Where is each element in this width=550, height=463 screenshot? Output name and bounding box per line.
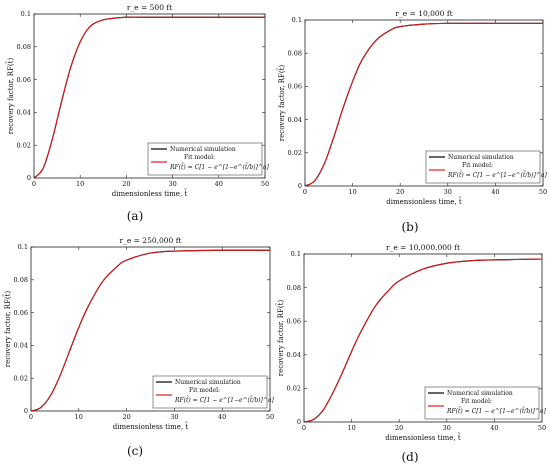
x-axis-label: dimensionless time, t̃ [112, 187, 188, 198]
legend-entry-fit-model: Fit model: [461, 398, 492, 405]
y-tick-label: 0.02 [288, 149, 302, 157]
legend-entry-numerical-simulation: Numerical simulation [175, 379, 241, 386]
y-axis-label: recovery factor, RF(t̃) [1, 291, 12, 368]
y-tick-label: 0.08 [287, 284, 301, 292]
x-tick-label: 0 [302, 424, 306, 432]
panel-label: (b) [401, 220, 418, 234]
y-tick-label: 0.08 [14, 276, 28, 284]
series-line-fit-model [304, 22, 543, 187]
legend-entry-fit-formula: RF(t̃) = C[1 − e^[1−e^(t̃/b)]^a] [447, 172, 547, 179]
x-tick-label: 40 [218, 413, 226, 421]
chart-panel-3: 0 10 20 30 40 50 0 0.02 0.04 0.06 0.08 0.1 r_e = 250… [1, 236, 274, 431]
y-tick-label: 0 [27, 174, 31, 182]
x-tick-label: 30 [443, 424, 451, 432]
chart-title: r_e = 250,000 ft [119, 236, 181, 245]
x-tick-label: 0 [32, 180, 36, 188]
x-tick-label: 20 [396, 188, 404, 196]
x-tick-label: 0 [303, 188, 307, 196]
legend-box [425, 150, 541, 184]
y-tick-label: 0.06 [287, 317, 301, 325]
x-tick-label: 50 [538, 424, 546, 432]
legend-entry-fit-model: Fit model: [189, 387, 220, 394]
y-tick-label: 0.04 [288, 116, 302, 124]
chart-title: r_e = 10,000,000 ft [386, 243, 460, 252]
legend-entry-fit-formula: RF(t̃) = C[1 − e^[1−e^(t̃/b)]^a] [174, 397, 274, 404]
legend-entry-numerical-simulation: Numerical simulation [448, 154, 514, 161]
y-tick-label: 0.1 [21, 10, 31, 18]
x-tick-label: 50 [266, 413, 274, 421]
panel-label: (d) [401, 450, 418, 463]
x-tick-label: 50 [539, 188, 547, 196]
y-axis-label: recovery factor, RF(t̃) [4, 58, 15, 135]
x-tick-label: 20 [395, 424, 403, 432]
x-tick-label: 10 [75, 413, 83, 421]
chart-panel-1: 0 10 20 30 40 50 0 0.02 0.04 0.06 0.08 0.1 r_e = 500… [4, 3, 269, 198]
legend-entry-fit-model: Fit model: [462, 162, 493, 169]
x-axis-label: dimensionless time, t̃ [385, 431, 461, 442]
y-tick-label: 0.02 [17, 141, 31, 149]
x-tick-label: 30 [168, 180, 176, 188]
x-tick-label: 40 [491, 188, 499, 196]
x-tick-label: 30 [170, 413, 178, 421]
y-axis-label: recovery factor, RF(t̃) [275, 65, 286, 142]
series-line-fit-model [30, 249, 271, 412]
y-tick-label: 0.04 [17, 109, 31, 117]
legend-entry-fit-model: Fit model: [184, 154, 215, 161]
legend-entry-fit-formula: RF(t̃) = C[1 − e^[1−e^(t̃/b)]^a] [446, 408, 546, 415]
x-tick-label: 40 [215, 180, 223, 188]
x-tick-label: 50 [261, 180, 269, 188]
y-tick-label: 0.02 [287, 385, 301, 393]
y-tick-label: 0.08 [288, 49, 302, 57]
x-tick-label: 30 [444, 188, 452, 196]
y-tick-label: 0.04 [287, 351, 301, 359]
series-line-fit-model [33, 16, 265, 179]
legend-box [152, 375, 268, 409]
legend-entry-fit-formula: RF(t̃) = C[1 − e^[1−e^(t̃/b)]^a] [169, 164, 269, 171]
y-tick-label: 0.08 [17, 43, 31, 51]
x-axis-label: dimensionless time, t̃ [113, 420, 189, 431]
y-axis-label: recovery factor, RF(t̃) [274, 300, 285, 377]
y-tick-label: 0 [298, 182, 302, 190]
chart-title: r_e = 10,000 ft [395, 9, 452, 18]
chart-panel-2: 0 10 20 30 40 50 0 0.02 0.04 0.06 0.08 0.1 r_e = 10,… [275, 9, 547, 206]
y-tick-label: 0.06 [288, 83, 302, 91]
legend-entry-numerical-simulation: Numerical simulation [170, 146, 236, 153]
panel-label: (c) [127, 444, 143, 458]
legend-box [424, 386, 540, 420]
y-tick-label: 0.04 [14, 342, 28, 350]
y-tick-label: 0.1 [18, 243, 28, 251]
x-axis-label: dimensionless time, t̃ [386, 195, 462, 206]
x-tick-label: 40 [490, 424, 498, 432]
series-line-fit-model [303, 258, 543, 423]
y-tick-label: 0.02 [14, 374, 28, 382]
y-tick-label: 0.06 [17, 76, 31, 84]
x-tick-label: 10 [347, 424, 355, 432]
chart-title: r_e = 500 ft [127, 3, 172, 12]
y-tick-label: 0.1 [291, 250, 301, 258]
y-tick-label: 0.06 [14, 309, 28, 317]
x-tick-label: 20 [122, 180, 130, 188]
x-tick-label: 20 [122, 413, 130, 421]
legend-entry-numerical-simulation: Numerical simulation [447, 390, 513, 397]
x-tick-label: 10 [348, 188, 356, 196]
y-tick-label: 0.1 [292, 16, 302, 24]
y-tick-label: 0 [24, 407, 28, 415]
y-tick-label: 0 [297, 418, 301, 426]
chart-panel-4: 0 10 20 30 40 50 0 0.02 0.04 0.06 0.08 0.1 r_e = 10,… [274, 243, 546, 442]
legend-box [147, 142, 263, 176]
x-tick-label: 0 [29, 413, 33, 421]
panel-label: (a) [127, 209, 144, 223]
x-tick-label: 10 [76, 180, 84, 188]
